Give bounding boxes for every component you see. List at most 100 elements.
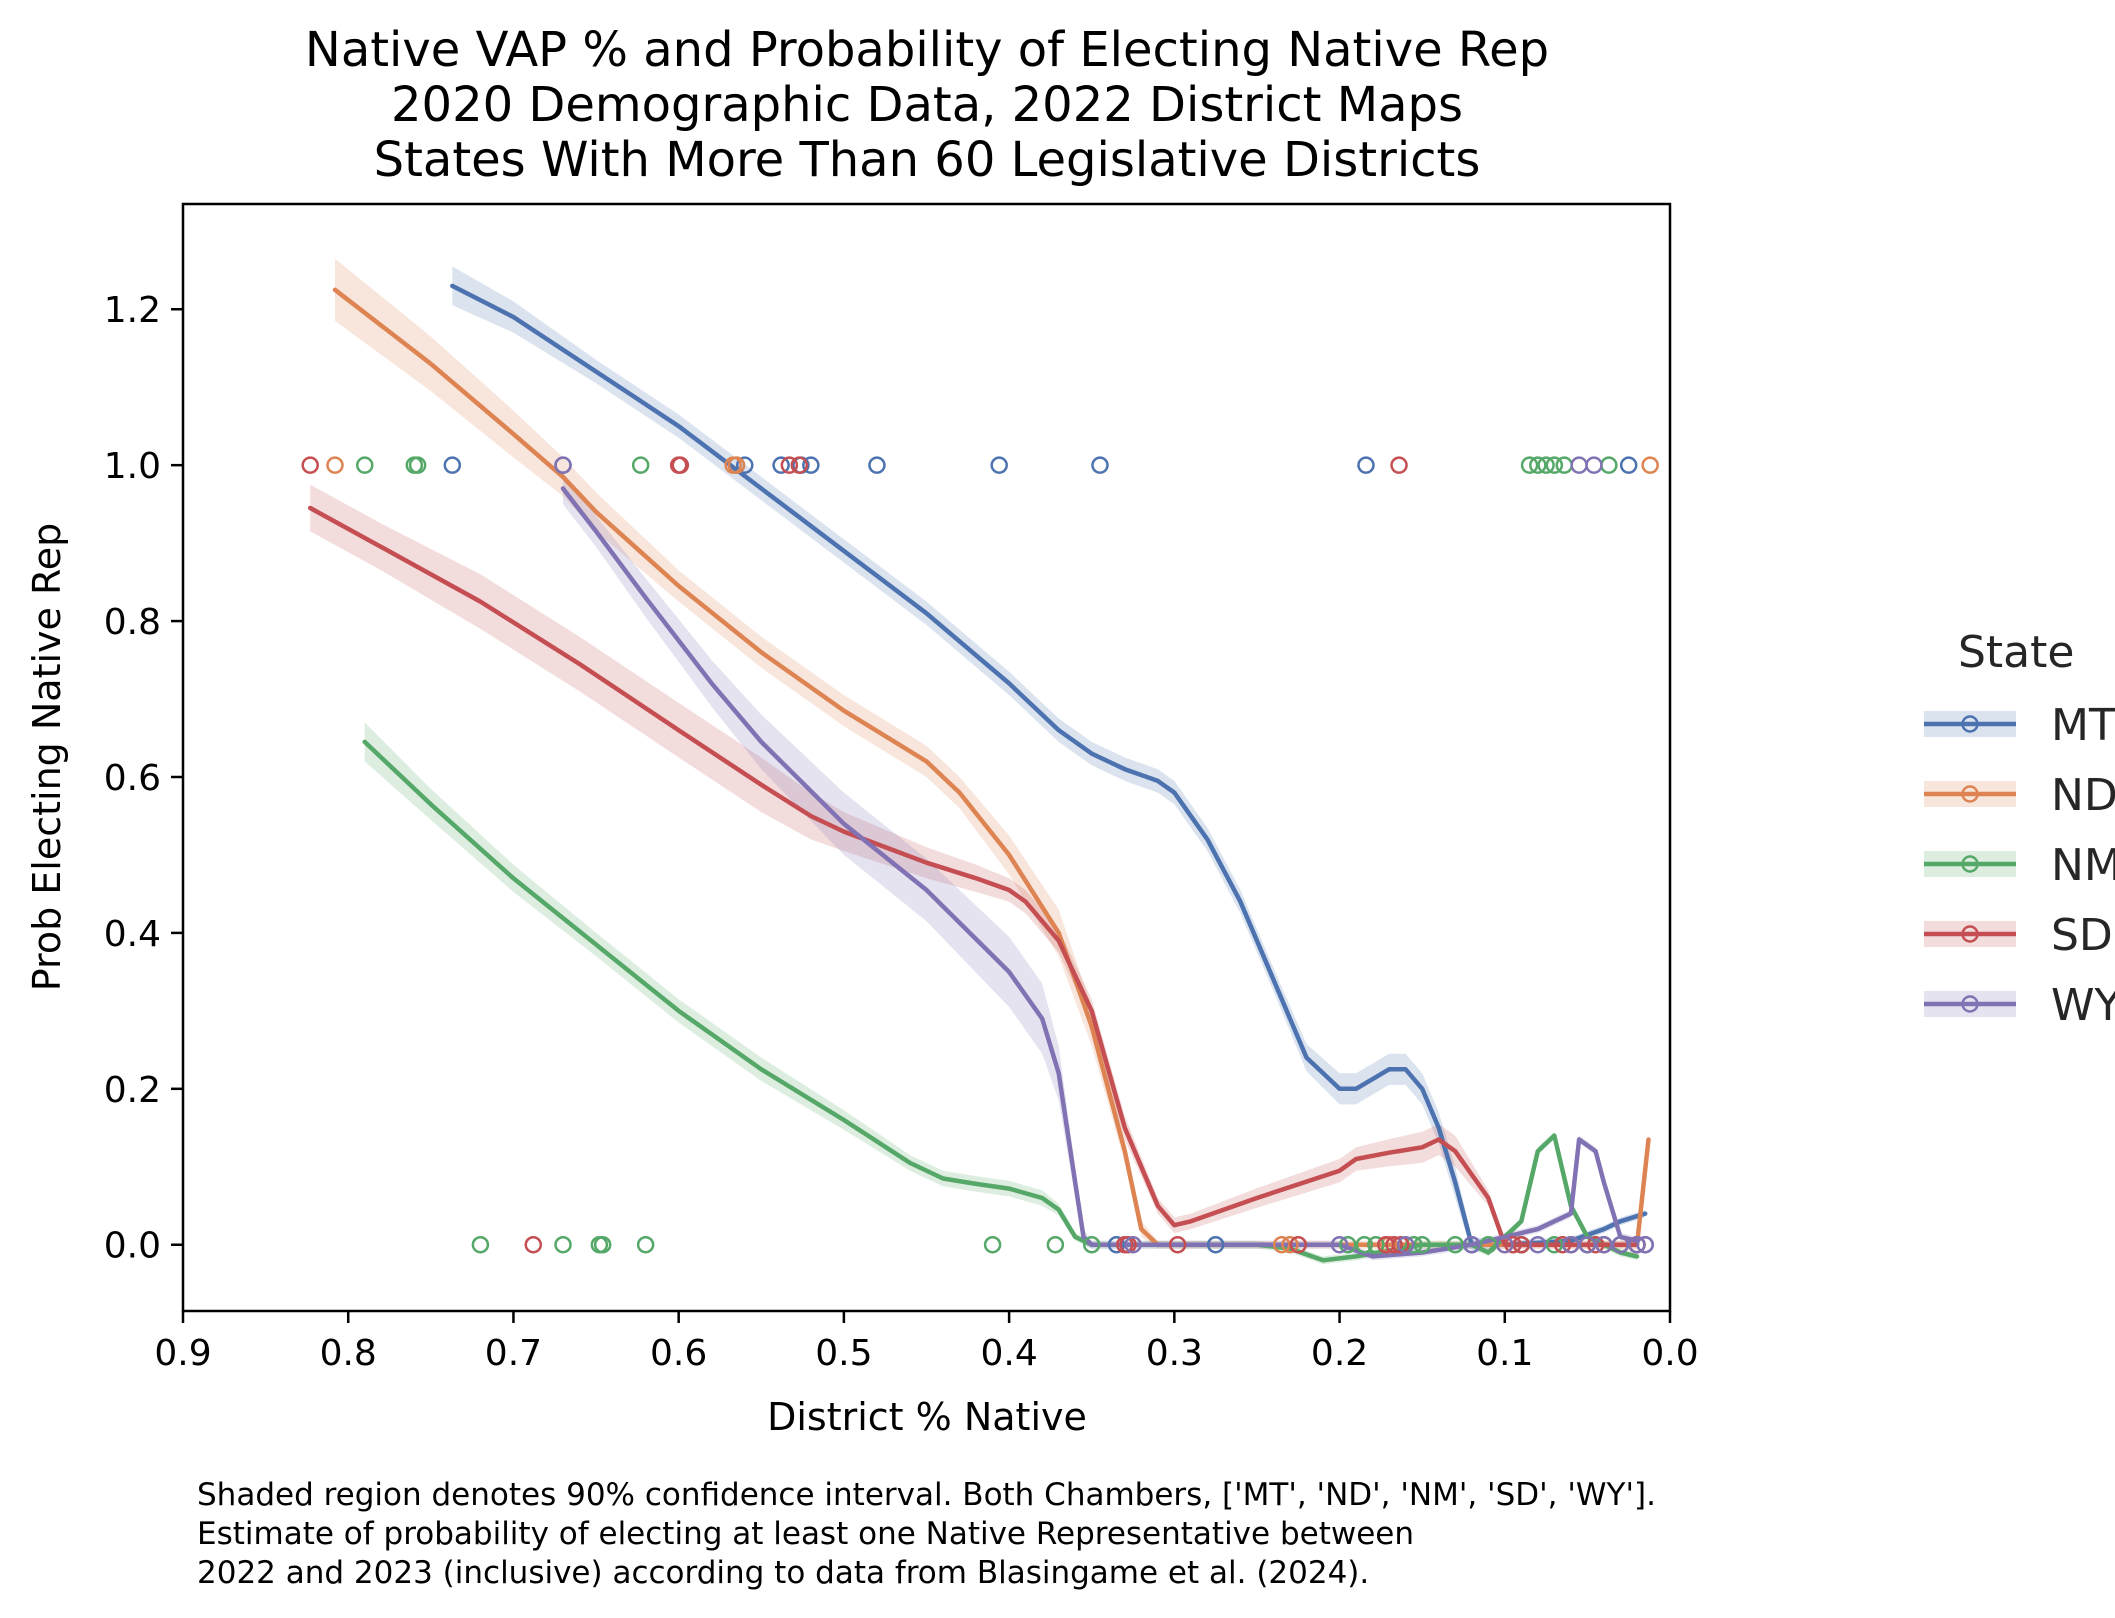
ci-band-sd — [310, 484, 1638, 1249]
y-axis-label: Prob Electing Native Rep — [25, 523, 69, 991]
legend-item-mt: MT — [1924, 700, 2115, 751]
point-wy — [1124, 1235, 1142, 1254]
legend-item-sd: SD — [1924, 910, 2113, 961]
point-sd — [1504, 1235, 1522, 1254]
point-nm — [1046, 1235, 1065, 1254]
point-mt — [1091, 456, 1109, 474]
point-nm — [1339, 1235, 1357, 1254]
title-line-3: States With More Than 60 Legislative Dis… — [374, 132, 1481, 188]
point-nm — [1355, 1235, 1374, 1254]
x-tick-label: 0.5 — [815, 1333, 872, 1374]
plot-frame — [181, 202, 1672, 1313]
legend-item-nd: ND — [1924, 770, 2115, 821]
point-nm — [1545, 1235, 1564, 1254]
point-nm — [554, 1235, 572, 1254]
point-wy — [1330, 1235, 1349, 1254]
x-tick-label: 0.6 — [650, 1333, 707, 1374]
legend-swatch-marker — [1961, 925, 1979, 943]
legend: State MT ND NM SD WY — [1924, 627, 2115, 1031]
point-sd — [780, 456, 799, 474]
caption-line-2: Estimate of probability of electing at l… — [197, 1516, 1414, 1552]
point-mt — [443, 456, 462, 474]
y-tick-label: 0.8 — [104, 602, 161, 643]
legend-swatch-marker — [1961, 855, 1979, 873]
x-axis-label: District % Native — [767, 1395, 1087, 1439]
point-sd — [790, 456, 809, 474]
point-mt — [1357, 456, 1375, 474]
legend-label: WY — [2051, 980, 2115, 1031]
point-sd — [1512, 1235, 1531, 1254]
ci-band-nd — [335, 258, 1649, 1249]
point-sd — [1289, 1235, 1307, 1254]
trend-lines — [307, 283, 1651, 1263]
x-tick-label: 0.7 — [485, 1333, 542, 1374]
point-wy — [1562, 1235, 1580, 1254]
point-nm — [1537, 456, 1555, 474]
title-line-1: Native VAP % and Probability of Electing… — [305, 22, 1549, 78]
x-axis: 0.9 0.8 0.7 0.6 0.5 0.4 0.3 0.2 0.1 0.0 — [154, 1311, 1699, 1374]
ci-band-mt — [452, 266, 1646, 1253]
point-nm — [1446, 1235, 1464, 1254]
point-nm — [1367, 1235, 1385, 1254]
point-mt — [1206, 1235, 1225, 1254]
y-tick-label: 0.6 — [104, 758, 161, 799]
legend-swatch-marker — [1961, 995, 1979, 1013]
point-nd — [1641, 456, 1659, 474]
x-tick-label: 0.1 — [1476, 1333, 1533, 1374]
point-wy — [1611, 1235, 1630, 1254]
caption: Shaded region denotes 90% confidence int… — [197, 1477, 1656, 1591]
point-wy — [1578, 1235, 1597, 1254]
point-wy — [1496, 1235, 1514, 1254]
point-nm — [1520, 456, 1539, 474]
chart-title: Native VAP % and Probability of Electing… — [305, 22, 1549, 188]
point-mt — [772, 456, 790, 474]
point-wy — [554, 456, 572, 474]
point-sd — [1553, 1235, 1572, 1254]
point-nm — [1600, 456, 1618, 474]
trend-line-sd — [307, 505, 1640, 1247]
y-tick-label: 1.2 — [104, 290, 161, 331]
point-wy — [1570, 456, 1588, 474]
point-nm — [1082, 1235, 1101, 1254]
point-nm — [1529, 456, 1547, 474]
point-sd — [1390, 456, 1408, 474]
point-nm — [636, 1235, 655, 1254]
caption-line-1: Shaded region denotes 90% confidence int… — [197, 1477, 1656, 1513]
point-wy — [1628, 1235, 1646, 1254]
y-tick-label: 1.0 — [104, 446, 161, 487]
legend-swatch-marker — [1961, 785, 1979, 803]
x-tick-label: 0.4 — [980, 1333, 1037, 1374]
point-sd — [301, 456, 319, 474]
legend-title: State — [1958, 627, 2074, 678]
confidence-bands — [310, 258, 1649, 1265]
y-tick-label: 0.2 — [104, 1070, 161, 1111]
legend-label: MT — [2051, 700, 2115, 751]
point-nd — [1281, 1235, 1299, 1254]
y-axis: 0.0 0.2 0.4 0.6 0.8 1.0 1.2 — [104, 290, 183, 1267]
point-nm — [983, 1235, 1002, 1254]
point-mt — [1107, 1235, 1126, 1254]
point-sd — [1385, 1235, 1403, 1254]
point-nm — [631, 456, 650, 474]
point-nd — [326, 456, 344, 474]
x-tick-label: 0.2 — [1311, 1333, 1368, 1374]
title-line-2: 2020 Demographic Data, 2022 District Map… — [391, 77, 1463, 133]
data-points — [301, 456, 1659, 1254]
point-sd — [1119, 1235, 1137, 1254]
point-nd — [727, 456, 746, 474]
legend-item-nm: NM — [1924, 840, 2115, 891]
y-tick-label: 0.4 — [104, 914, 161, 955]
point-wy — [1595, 1235, 1613, 1254]
point-nm — [1545, 456, 1564, 474]
point-nm — [1555, 456, 1574, 474]
x-tick-label: 0.9 — [154, 1333, 211, 1374]
point-wy — [1396, 1235, 1415, 1254]
legend-item-wy: WY — [1924, 980, 2115, 1031]
point-sd — [524, 1235, 543, 1254]
point-mt — [1619, 456, 1638, 474]
point-sd — [1168, 1235, 1187, 1254]
legend-label: SD — [2051, 910, 2113, 961]
point-nm — [593, 1235, 612, 1254]
point-nm — [1479, 1235, 1498, 1254]
